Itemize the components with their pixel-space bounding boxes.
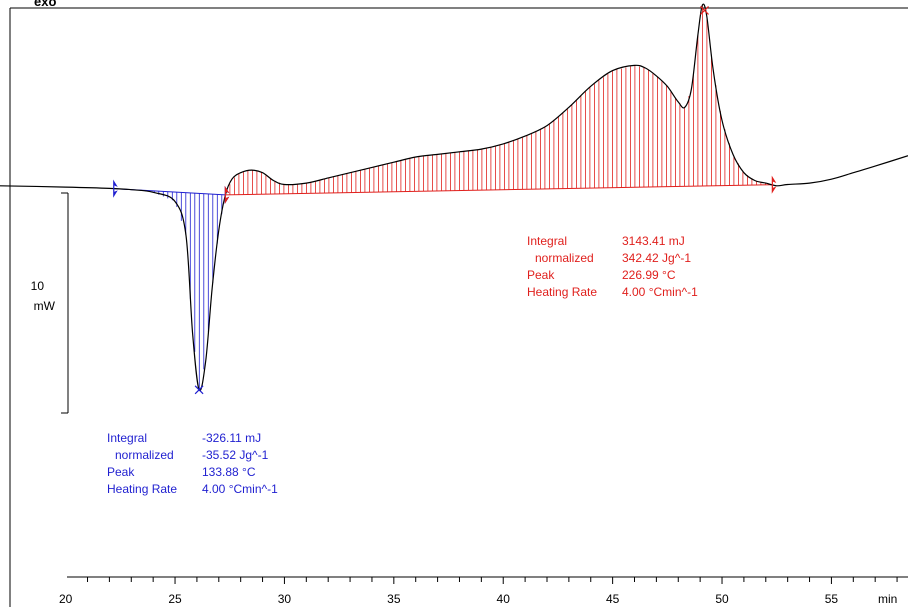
x-tick-label: 40 [497, 592, 511, 606]
x-tick-label: 35 [387, 592, 401, 606]
integration-limit-marker [771, 175, 777, 194]
red-integral-label: Integral [527, 234, 567, 248]
peak-x-marker [700, 6, 709, 15]
red-peak-label: Peak [527, 268, 555, 282]
blue-integral-value: -326.11 mJ [202, 431, 261, 445]
x-axis-unit-label: min [878, 592, 897, 606]
blue-integral-label: Integral [107, 431, 147, 445]
x-tick-label: 25 [168, 592, 182, 606]
scale-bar-unit: mW [34, 299, 56, 313]
peak-markers [113, 6, 777, 395]
exothermic-annotation: Integral 3143.41 mJ normalized 342.42 Jg… [527, 234, 698, 299]
x-tick-label: 30 [278, 592, 292, 606]
blue-peak-label: Peak [107, 465, 135, 479]
red-peak-value: 226.99 °C [622, 268, 676, 282]
blue-peak-value: 133.88 °C [202, 465, 256, 479]
x-axis-ticks: 20 25 30 35 40 45 50 55 [59, 577, 898, 606]
exo-label: exo [34, 0, 56, 9]
x-tick-label: 55 [825, 592, 839, 606]
exothermic-peak-hatch [229, 5, 771, 195]
red-rate-label: Heating Rate [527, 285, 597, 299]
x-tick-label: 20 [59, 592, 73, 606]
dsc-curve [0, 3, 908, 392]
integration-limit-marker [224, 185, 230, 205]
x-tick-label: 45 [606, 592, 620, 606]
blue-normalized-value: -35.52 Jg^-1 [202, 448, 269, 462]
peak-x-marker [194, 385, 204, 395]
endothermic-annotation: Integral -326.11 mJ normalized -35.52 Jg… [107, 431, 278, 496]
x-tick-label: 50 [715, 592, 729, 606]
red-normalized-label: normalized [535, 251, 594, 265]
red-integral-value: 3143.41 mJ [622, 234, 685, 248]
blue-rate-value: 4.00 °Cmin^-1 [202, 482, 278, 496]
red-normalized-value: 342.42 Jg^-1 [622, 251, 691, 265]
scale-bar-value: 10 [31, 279, 45, 293]
red-rate-value: 4.00 °Cmin^-1 [622, 285, 698, 299]
blue-rate-label: Heating Rate [107, 482, 177, 496]
blue-normalized-label: normalized [115, 448, 174, 462]
exothermic-baseline [225, 184, 773, 196]
integration-limit-marker [113, 179, 118, 198]
